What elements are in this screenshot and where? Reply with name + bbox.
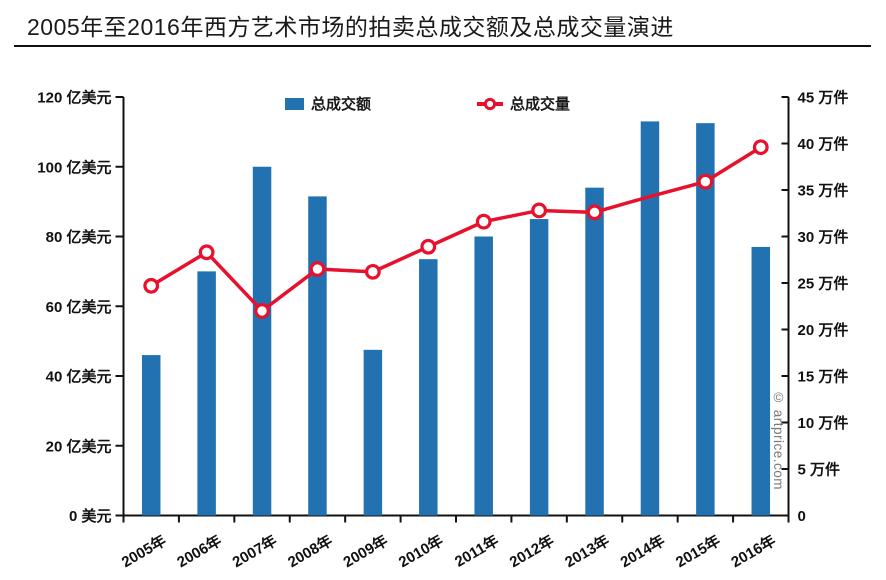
left-tick-label: 60 亿美元 xyxy=(46,298,112,316)
right-tick-label: 15 万件 xyxy=(798,368,849,386)
bar-2010年 xyxy=(419,259,438,516)
left-tick-label: 40 亿美元 xyxy=(46,368,112,386)
bar-2013年 xyxy=(585,187,604,516)
x-category-label: 2007年 xyxy=(229,531,280,571)
right-tick-label: 5 万件 xyxy=(798,461,841,479)
right-tick-label: 45 万件 xyxy=(798,89,849,107)
bar-2014年 xyxy=(640,121,660,516)
bar-2009年 xyxy=(363,349,383,516)
chart-title: 2005年至2016年西方艺术市场的拍卖总成交额及总成交量演进 xyxy=(27,14,674,40)
line-marker-2016年 xyxy=(752,139,769,156)
right-tick-label: 20 万件 xyxy=(798,321,849,339)
line-marker-2009年 xyxy=(364,263,381,280)
line-marker-2012年 xyxy=(531,202,548,219)
line-marker-2010年 xyxy=(420,238,437,255)
bar-2012年 xyxy=(529,219,549,516)
bar-2007年 xyxy=(252,166,272,516)
watermark-artprice: © artprice.com xyxy=(771,390,786,491)
x-category-label: 2015年 xyxy=(672,531,723,571)
y-axis-left: 120 亿美元 100 亿美元 80 亿美元 60 亿美元 40 亿美元 20 亿美元 0 … xyxy=(37,89,124,525)
x-axis: 2005年 2006年 2007年 2008年 2009年 2010年 2011年 2012年… xyxy=(118,515,790,571)
right-tick-label: 30 万件 xyxy=(798,228,849,246)
title-underline xyxy=(14,45,871,47)
line-marker-2015年 xyxy=(697,173,714,190)
x-category-label: 2009年 xyxy=(340,531,391,571)
left-tick-label: 80 亿美元 xyxy=(46,228,112,246)
legend: 总成交额 总成交量 xyxy=(0,93,886,115)
line-marker-2007年 xyxy=(254,303,270,319)
left-tick-label: 120 亿美元 xyxy=(37,89,111,107)
line-marker-2006年 xyxy=(198,244,215,261)
bar-series-swatch-icon xyxy=(285,97,304,110)
line-path xyxy=(150,145,762,313)
x-category-label: 2005年 xyxy=(118,531,169,571)
right-tick-label: 0 xyxy=(798,508,806,525)
line-marker-2013年 xyxy=(586,204,603,221)
line-marker-2005年 xyxy=(143,277,160,294)
legend-line-label: 总成交量 xyxy=(510,96,571,113)
axes xyxy=(122,97,790,517)
x-category-label: 2013年 xyxy=(562,531,613,571)
x-category-label: 2010年 xyxy=(395,531,446,571)
x-category-label: 2012年 xyxy=(506,531,557,571)
right-tick-label: 25 万件 xyxy=(798,275,849,293)
line-series-marker-icon xyxy=(477,97,503,110)
right-tick-label: 35 万件 xyxy=(798,182,849,200)
x-category-label: 2008年 xyxy=(285,531,336,571)
bar-2015年 xyxy=(696,123,715,516)
line-series xyxy=(143,139,769,319)
x-category-label: 2006年 xyxy=(174,531,225,571)
right-tick-label: 10 万件 xyxy=(798,414,849,432)
right-tick-label: 40 万件 xyxy=(798,135,849,153)
bar-2016年 xyxy=(751,246,771,516)
legend-item-bars: 总成交额 xyxy=(285,93,371,114)
left-tick-label: 0 美元 xyxy=(69,507,112,525)
legend-bars-label: 总成交额 xyxy=(311,96,372,113)
x-category-label: 2016年 xyxy=(728,531,779,571)
y-axis-right: 45 万件 40 万件 35 万件 30 万件 25 万件 20 万件 15 万件 10 万件… xyxy=(781,89,849,525)
line-marker-2008年 xyxy=(309,261,326,277)
bar-2006年 xyxy=(197,271,216,516)
left-tick-label: 20 亿美元 xyxy=(46,437,112,455)
bar-2011年 xyxy=(474,236,493,516)
x-category-label: 2011年 xyxy=(452,531,502,570)
x-category-label: 2014年 xyxy=(617,531,668,571)
line-marker-2011年 xyxy=(475,213,492,230)
legend-item-line: 总成交量 xyxy=(477,93,570,114)
left-tick-label: 100 亿美元 xyxy=(37,158,111,176)
bar-2005年 xyxy=(141,355,161,516)
bars-series xyxy=(141,121,771,516)
bar-2008年 xyxy=(308,196,327,516)
